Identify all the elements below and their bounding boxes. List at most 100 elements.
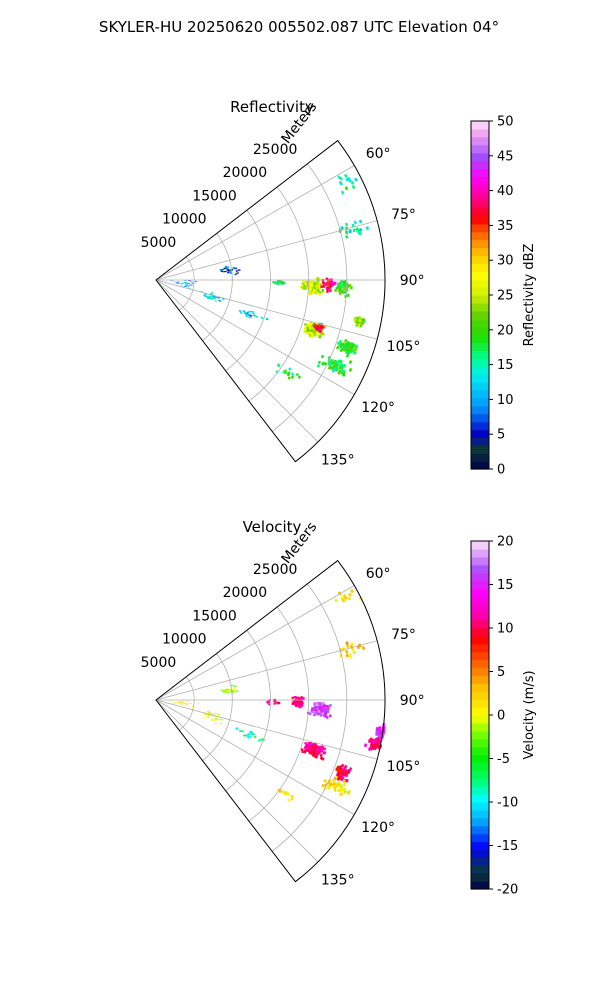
echo-cell: [329, 783, 333, 787]
echo-cell: [206, 297, 210, 300]
range-ring: [202, 653, 233, 761]
echo-cell: [176, 283, 179, 284]
echo-cell: [287, 376, 291, 380]
echo-cell: [184, 285, 188, 287]
colorbar-segment: [471, 160, 489, 170]
echo-cluster: [275, 363, 302, 380]
echo-cell: [290, 794, 294, 799]
echo-cell: [219, 718, 223, 721]
echo-cell: [171, 702, 175, 704]
echo-cell: [339, 786, 344, 791]
echo-cell: [342, 779, 346, 783]
echo-cell: [340, 226, 344, 230]
echo-cell: [229, 688, 232, 691]
echo-cell: [257, 739, 261, 742]
echo-cell: [333, 785, 337, 790]
echo-cell: [196, 702, 200, 704]
colorbar-tick-label: 0: [497, 463, 505, 478]
echo-cell: [320, 710, 324, 714]
echo-cluster: [202, 710, 224, 725]
azimuth-tick-label: 90°: [400, 273, 425, 289]
echo-cell: [222, 691, 226, 694]
echo-cell: [337, 591, 342, 596]
echo-cell: [337, 175, 342, 180]
echo-cell: [346, 644, 350, 648]
range-ring: [248, 606, 310, 822]
echo-cell: [229, 271, 233, 274]
colorbar-segment: [471, 121, 489, 130]
echo-cell: [358, 219, 363, 224]
range-ring: [178, 676, 195, 731]
echo-cell: [338, 289, 341, 293]
echo-cell: [279, 280, 282, 283]
echo-cell: [185, 284, 188, 286]
colorbar-segment: [471, 738, 489, 748]
echo-cell: [332, 364, 336, 369]
echo-cell: [214, 712, 218, 715]
echo-cell: [308, 287, 312, 291]
colorbar-tick-label: 20: [497, 535, 514, 550]
echo-cell: [311, 334, 315, 338]
echo-cell: [304, 285, 308, 288]
echo-cell: [318, 335, 322, 339]
echo-cell: [345, 653, 349, 658]
echo-cell: [182, 703, 186, 704]
echo-cell: [329, 703, 332, 707]
echo-cell: [348, 592, 352, 597]
echo-cell: [183, 701, 187, 703]
echo-cell: [344, 771, 349, 776]
echo-cell: [312, 290, 316, 294]
echo-cell: [342, 370, 346, 375]
echo-cell: [323, 361, 328, 366]
echo-cell: [247, 732, 251, 736]
echo-cell: [340, 763, 345, 768]
echo-cell: [247, 314, 251, 317]
azimuth-spoke: [155, 640, 378, 701]
echo-cell: [288, 367, 292, 371]
echo-cell: [293, 695, 297, 699]
echo-cell: [281, 282, 285, 285]
echo-cell: [212, 295, 216, 298]
echo-cell: [345, 177, 349, 182]
echo-cell: [339, 343, 343, 347]
echo-cell: [315, 750, 319, 754]
colorbar-segment: [471, 596, 489, 605]
colorbar-segment: [471, 413, 489, 423]
echo-cell: [178, 703, 181, 705]
colorbar-segment: [471, 865, 489, 874]
echo-cell: [235, 270, 239, 272]
echo-cell: [251, 310, 255, 313]
echo-cell: [246, 312, 249, 315]
colorbar-segment: [471, 342, 489, 351]
range-ring: [178, 256, 195, 311]
colorbar-segment: [471, 683, 489, 692]
echo-cell: [246, 736, 250, 739]
colorbar-segment: [471, 635, 489, 645]
echo-cell: [326, 704, 329, 708]
colorbar-segment: [471, 849, 489, 858]
azimuth-spoke: [155, 279, 319, 443]
echo-cell: [273, 702, 276, 705]
echo-cell: [322, 707, 325, 711]
echo-cell: [232, 692, 235, 694]
echo-cell: [301, 697, 305, 700]
echo-cell: [326, 289, 329, 293]
echo-cell: [300, 285, 304, 289]
echo-cell: [320, 749, 324, 753]
echo-cell: [329, 289, 332, 293]
echo-cell: [323, 747, 327, 751]
colorbar-tick-label: 10: [497, 393, 514, 408]
echo-cell: [185, 283, 188, 285]
echo-cell: [337, 370, 342, 375]
echo-cell: [336, 788, 341, 793]
echo-cell: [183, 705, 187, 707]
colorbar-segment: [471, 881, 489, 890]
echo-cell: [355, 227, 359, 232]
echo-cell: [180, 285, 184, 287]
echo-cell: [212, 713, 216, 715]
echo-cell: [225, 688, 229, 691]
echo-cell: [235, 728, 239, 731]
echo-cell: [300, 700, 304, 704]
colorbar-segment: [471, 770, 489, 779]
